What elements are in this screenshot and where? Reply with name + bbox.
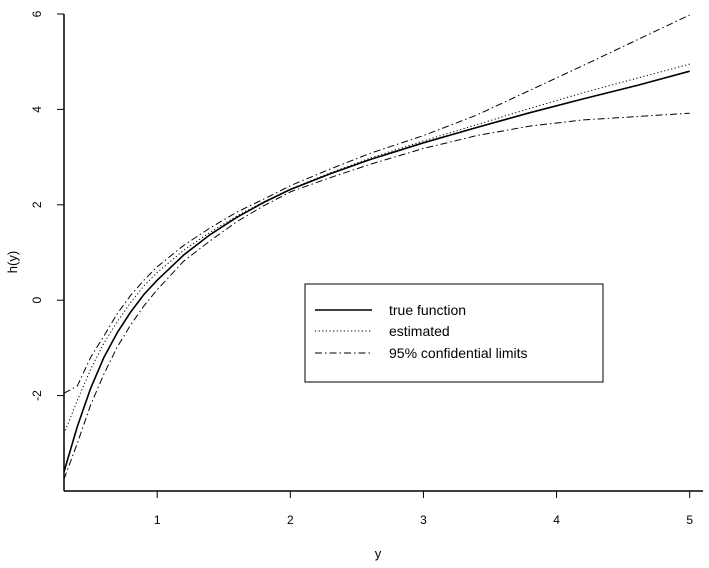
data-series <box>63 14 690 480</box>
legend-box <box>304 283 604 383</box>
x-tick-label-1: 1 <box>154 513 161 527</box>
legend: true function estimated 95% confidential… <box>304 283 604 383</box>
y-tick-label-4: 4 <box>30 106 44 113</box>
tick-marks: 1 2 3 4 5 -2 0 2 4 6 <box>30 10 693 527</box>
series-line-3-dashdot <box>63 112 690 480</box>
y-tick-label-6: 6 <box>30 10 44 17</box>
series-line-2-dashdot <box>63 14 690 394</box>
x-tick-label-3: 3 <box>420 513 427 527</box>
x-tick-label-2: 2 <box>287 513 294 527</box>
y-axis-label: h(y) <box>5 251 20 273</box>
y-tick-label-0: 0 <box>30 297 44 304</box>
legend-label-true-function: true function <box>389 302 466 318</box>
x-tick-label-5: 5 <box>686 513 693 527</box>
legend-label-confidence-limits: 95% confidential limits <box>389 345 528 361</box>
series-line-0-solid <box>63 70 690 473</box>
plot-axes <box>63 14 703 492</box>
x-tick-label-4: 4 <box>553 513 560 527</box>
y-tick-label-2: 2 <box>30 201 44 208</box>
series-line-1-dotted <box>63 63 690 434</box>
y-tick-label--2: -2 <box>30 390 44 401</box>
legend-label-estimated: estimated <box>389 323 450 339</box>
x-axis-label: y <box>375 546 382 561</box>
